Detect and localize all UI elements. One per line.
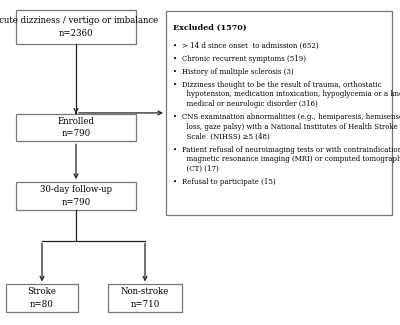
Text: •: • [173,113,177,121]
Text: magnetic resonance imaging (MRI) or computed tomography: magnetic resonance imaging (MRI) or comp… [182,155,400,163]
Text: Enrolled
n=790: Enrolled n=790 [58,117,94,138]
Bar [16,10,136,44]
Text: •: • [173,81,177,89]
Text: Refusal to participate (15): Refusal to participate (15) [182,178,276,186]
Text: Stroke
n=80: Stroke n=80 [28,287,56,309]
Bar [16,182,136,210]
Text: •: • [173,68,177,76]
Bar [108,284,182,312]
Text: Dizziness thought to be the result of trauma, orthostatic: Dizziness thought to be the result of tr… [182,81,382,89]
Text: Chronic recurrent symptoms (519): Chronic recurrent symptoms (519) [182,55,306,63]
Bar [16,114,136,141]
Text: medical or neurologic disorder (316): medical or neurologic disorder (316) [182,100,318,108]
Text: •: • [173,42,177,50]
Text: 30-day follow-up
n=790: 30-day follow-up n=790 [40,185,112,207]
Text: Non-stroke
n=710: Non-stroke n=710 [121,287,169,309]
Text: History of multiple sclerosis (3): History of multiple sclerosis (3) [182,68,294,76]
Text: CNS examination abnormalities (e.g., hemiparesis, hemisensory: CNS examination abnormalities (e.g., hem… [182,113,400,121]
Text: •: • [173,178,177,186]
Bar [166,11,392,214]
Text: Patient refusal of neuroimaging tests or with contraindications to: Patient refusal of neuroimaging tests or… [182,146,400,154]
Text: > 14 d since onset  to admission (652): > 14 d since onset to admission (652) [182,42,319,50]
Bar [6,284,78,312]
Text: (CT) (17): (CT) (17) [182,165,219,173]
Text: •: • [173,146,177,154]
Text: Scale  (NIHSS) ≥5 (48): Scale (NIHSS) ≥5 (48) [182,133,270,141]
Text: Acute dizziness / vertigo or imbalance
n=2360: Acute dizziness / vertigo or imbalance n… [0,16,159,38]
Text: Excluded (1570): Excluded (1570) [173,24,247,32]
Text: •: • [173,55,177,63]
Text: hypotension, medication intoxication, hypoglycemia or a known: hypotension, medication intoxication, hy… [182,90,400,98]
Text: loss, gaze palsy) with a National Institutes of Health Stroke: loss, gaze palsy) with a National Instit… [182,123,398,131]
